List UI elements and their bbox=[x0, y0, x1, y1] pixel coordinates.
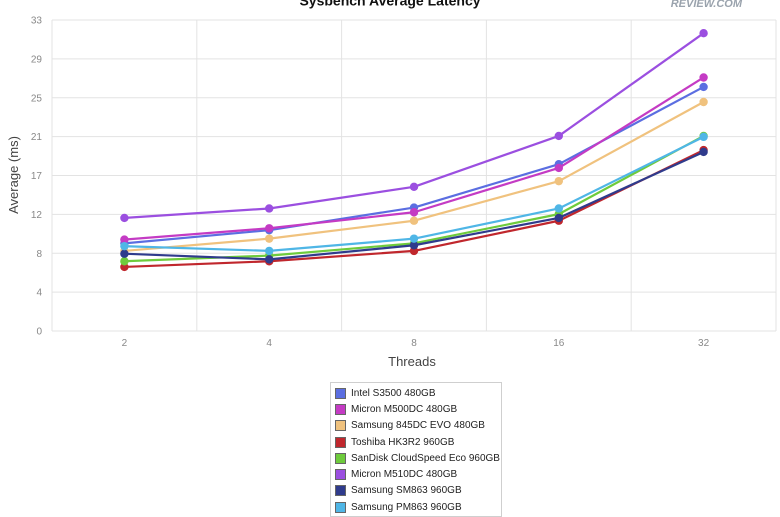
legend-item[interactable]: Toshiba HK3R2 960GB bbox=[335, 434, 497, 450]
data-point[interactable] bbox=[409, 241, 419, 250]
y-axis-ticks: 0 4 8 12 17 21 25 29 33 bbox=[31, 16, 43, 338]
legend-label: Micron M510DC 480GB bbox=[351, 469, 458, 481]
chart-legend: Intel S3500 480GB Micron M500DC 480GB Sams… bbox=[330, 382, 502, 517]
legend-label: Intel S3500 480GB bbox=[351, 387, 436, 399]
legend-swatch bbox=[335, 420, 346, 432]
legend-label: Micron M500DC 480GB bbox=[351, 403, 458, 415]
series-line bbox=[124, 101, 705, 252]
legend-item[interactable]: Micron M500DC 480GB bbox=[335, 401, 497, 417]
y-axis-label: Average (ms) bbox=[6, 136, 21, 214]
data-point[interactable] bbox=[409, 182, 419, 192]
series-group bbox=[120, 132, 708, 256]
legend-item[interactable]: Intel S3500 480GB bbox=[335, 385, 497, 401]
y-tick-label: 12 bbox=[31, 210, 43, 221]
legend-label: Samsung 845DC EVO 480GB bbox=[351, 420, 485, 432]
series-group bbox=[120, 147, 708, 264]
y-tick-label: 25 bbox=[31, 93, 43, 104]
data-point[interactable] bbox=[554, 213, 563, 223]
x-tick-label: 4 bbox=[266, 338, 272, 349]
data-point[interactable] bbox=[699, 73, 708, 82]
data-point[interactable] bbox=[120, 241, 129, 251]
legend-swatch bbox=[335, 452, 346, 464]
x-tick-label: 8 bbox=[411, 338, 417, 349]
legend-item[interactable]: Samsung 845DC EVO 480GB bbox=[335, 418, 497, 434]
data-point[interactable] bbox=[699, 147, 708, 157]
x-tick-label: 32 bbox=[698, 338, 710, 349]
site-logo: REVIEW.COM bbox=[671, 0, 743, 10]
data-point[interactable] bbox=[265, 234, 274, 243]
legend-label: Samsung PM863 960GB bbox=[351, 501, 462, 513]
data-point[interactable] bbox=[120, 235, 129, 244]
legend-item[interactable]: Micron M510DC 480GB bbox=[335, 466, 497, 482]
data-point[interactable] bbox=[120, 257, 129, 266]
series-lines bbox=[120, 28, 708, 272]
series-group bbox=[120, 28, 708, 223]
data-point[interactable] bbox=[699, 97, 708, 107]
data-point[interactable] bbox=[409, 234, 419, 243]
data-point[interactable] bbox=[699, 82, 708, 92]
legend-item[interactable]: Samsung SM863 960GB bbox=[335, 483, 497, 499]
y-tick-label: 4 bbox=[36, 288, 42, 299]
y-tick-label: 21 bbox=[31, 132, 43, 143]
series-group bbox=[120, 97, 708, 256]
data-point[interactable] bbox=[554, 204, 563, 213]
legend-swatch bbox=[335, 485, 346, 497]
x-axis-ticks: 2 4 8 16 32 bbox=[122, 338, 710, 349]
data-point[interactable] bbox=[120, 249, 129, 258]
data-point[interactable] bbox=[699, 132, 708, 142]
y-tick-label: 17 bbox=[31, 171, 43, 182]
legend-label: SanDisk CloudSpeed Eco 960GB bbox=[351, 452, 500, 464]
data-point[interactable] bbox=[265, 204, 274, 213]
grid-lines bbox=[51, 19, 777, 332]
data-point[interactable] bbox=[265, 224, 274, 233]
data-point[interactable] bbox=[554, 131, 563, 141]
y-tick-label: 8 bbox=[36, 249, 42, 260]
data-point[interactable] bbox=[409, 216, 419, 225]
legend-label: Toshiba HK3R2 960GB bbox=[351, 436, 455, 448]
data-point[interactable] bbox=[699, 28, 708, 38]
legend-swatch bbox=[335, 469, 346, 481]
y-tick-label: 0 bbox=[36, 327, 42, 338]
x-tick-label: 16 bbox=[553, 338, 565, 349]
legend-label: Samsung SM863 960GB bbox=[351, 485, 462, 497]
data-point[interactable] bbox=[554, 163, 563, 173]
legend-swatch bbox=[335, 501, 346, 513]
x-tick-label: 2 bbox=[122, 338, 128, 349]
legend-swatch bbox=[335, 403, 346, 415]
x-axis-label: Threads bbox=[388, 354, 436, 369]
data-point[interactable] bbox=[120, 213, 129, 223]
data-point[interactable] bbox=[265, 246, 274, 256]
y-tick-label: 33 bbox=[31, 16, 43, 27]
data-point[interactable] bbox=[554, 176, 563, 186]
data-point[interactable] bbox=[409, 208, 419, 217]
legend-swatch bbox=[335, 387, 346, 399]
chart-title: Sysbench Average Latency bbox=[299, 0, 480, 9]
series-group bbox=[120, 73, 708, 244]
data-point[interactable] bbox=[265, 255, 274, 264]
legend-item[interactable]: Samsung PM863 960GB bbox=[335, 499, 497, 515]
y-tick-label: 29 bbox=[31, 54, 43, 65]
legend-swatch bbox=[335, 436, 346, 448]
legend-item[interactable]: SanDisk CloudSpeed Eco 960GB bbox=[335, 450, 500, 466]
